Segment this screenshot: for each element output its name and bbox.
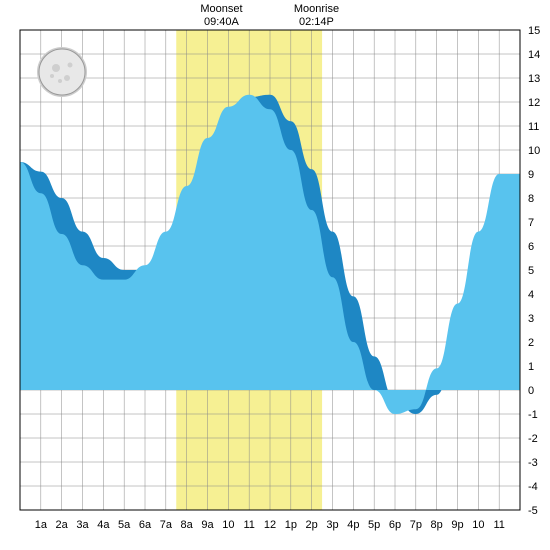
chart-svg: 1a2a3a4a5a6a7a8a9a1011121p2p3p4p5p6p7p8p… — [0, 0, 550, 550]
y-tick-label: 0 — [528, 385, 534, 397]
y-tick-label: -1 — [528, 409, 538, 421]
y-tick-label: 3 — [528, 313, 534, 325]
x-tick-label: 8p — [431, 519, 443, 531]
x-tick-label: 9p — [451, 519, 463, 531]
moonset-time: 09:40A — [204, 16, 240, 28]
moon-crater — [64, 75, 70, 81]
moonset-label: Moonset — [200, 3, 242, 15]
x-tick-label: 11 — [243, 519, 254, 531]
x-tick-label: 2a — [56, 519, 69, 531]
x-tick-label: 7p — [410, 519, 422, 531]
moon-crater — [58, 79, 62, 83]
x-tick-label: 2p — [306, 519, 318, 531]
x-tick-label: 11 — [493, 519, 504, 531]
moonrise-label: Moonrise — [294, 3, 339, 15]
y-tick-label: -4 — [528, 481, 538, 493]
y-tick-label: 13 — [528, 73, 540, 85]
x-tick-label: 5p — [368, 519, 380, 531]
y-tick-label: 12 — [528, 97, 540, 109]
x-tick-label: 6p — [389, 519, 401, 531]
x-tick-label: 7a — [160, 519, 173, 531]
x-tick-label: 12 — [264, 519, 276, 531]
x-tick-label: 5a — [118, 519, 131, 531]
x-tick-label: 10 — [472, 519, 484, 531]
y-tick-label: 14 — [528, 49, 540, 61]
y-tick-label: 15 — [528, 25, 540, 37]
moonrise-time: 02:14P — [299, 16, 334, 28]
x-tick-label: 1p — [285, 519, 297, 531]
x-tick-label: 4p — [347, 519, 359, 531]
x-tick-label: 10 — [222, 519, 234, 531]
x-tick-label: 6a — [139, 519, 152, 531]
y-tick-label: 10 — [528, 145, 540, 157]
y-tick-label: 7 — [528, 217, 534, 229]
y-tick-label: 8 — [528, 193, 534, 205]
tide-chart: { "chart": { "type": "area", "width": 55… — [0, 0, 550, 550]
y-tick-label: 5 — [528, 265, 534, 277]
x-tick-label: 4a — [97, 519, 110, 531]
moon-icon — [39, 49, 85, 95]
y-tick-label: -3 — [528, 457, 538, 469]
x-tick-label: 3p — [326, 519, 338, 531]
moon-crater — [52, 64, 60, 72]
x-tick-label: 3a — [76, 519, 89, 531]
y-tick-label: 6 — [528, 241, 534, 253]
x-tick-label: 8a — [181, 519, 194, 531]
y-tick-label: -5 — [528, 505, 538, 517]
moon-crater — [68, 63, 73, 68]
y-tick-label: -2 — [528, 433, 538, 445]
y-tick-label: 2 — [528, 337, 534, 349]
x-tick-label: 9a — [201, 519, 214, 531]
moon-crater — [50, 74, 54, 78]
y-tick-label: 4 — [528, 289, 534, 301]
y-tick-label: 1 — [528, 361, 534, 373]
x-tick-label: 1a — [35, 519, 48, 531]
y-tick-label: 11 — [528, 121, 539, 133]
y-tick-label: 9 — [528, 169, 534, 181]
